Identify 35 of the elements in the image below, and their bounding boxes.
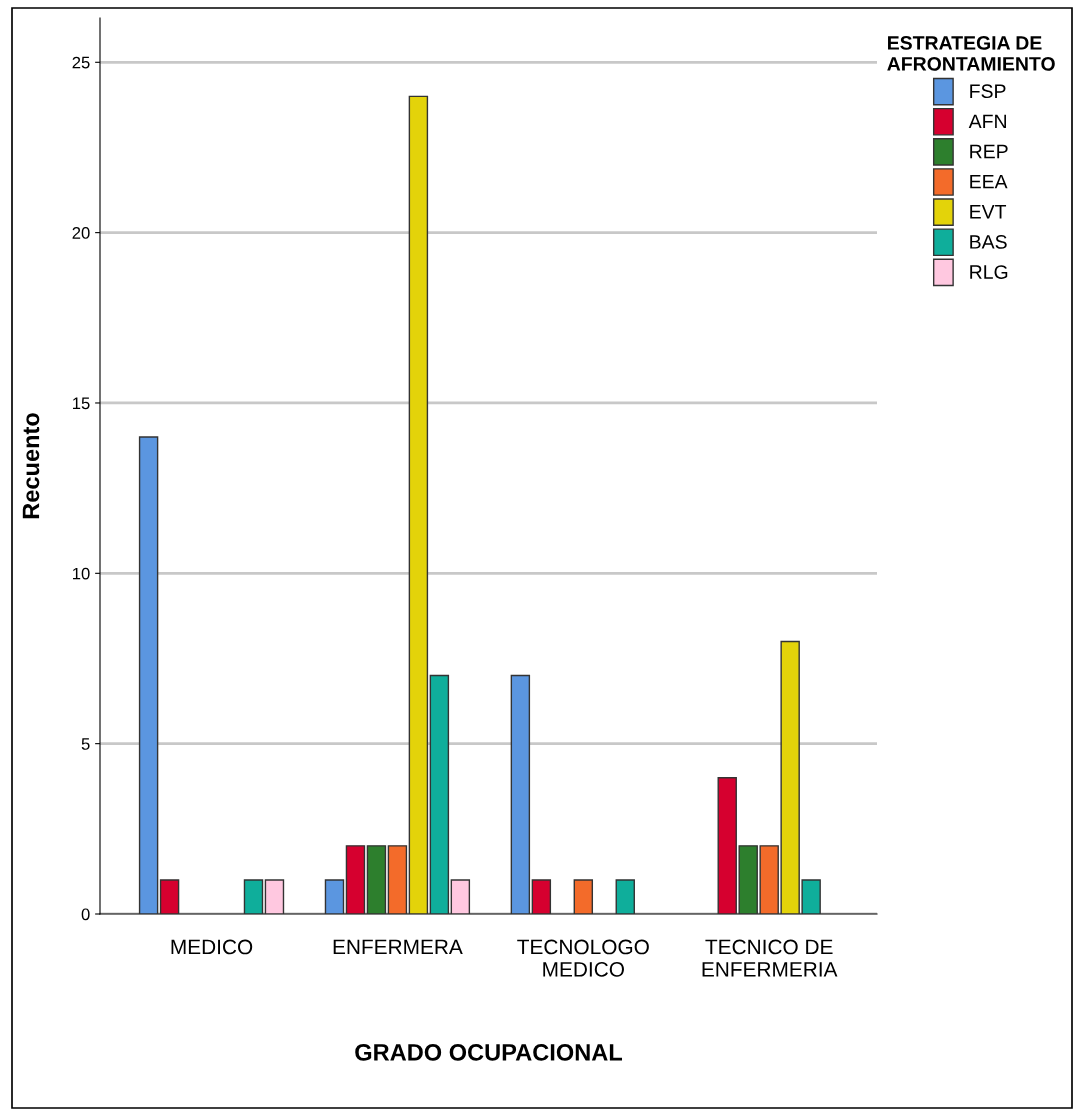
bar bbox=[243, 879, 264, 914]
bar bbox=[345, 845, 366, 914]
x-axis-title: GRADO OCUPACIONAL bbox=[355, 1043, 623, 1061]
bar bbox=[615, 879, 635, 914]
y-tick-label: 0 bbox=[81, 908, 90, 921]
legend-label: REP bbox=[970, 144, 1008, 159]
legend-label: EVT bbox=[970, 205, 1007, 219]
legend-label: BAS bbox=[970, 235, 1007, 249]
legend-title: ESTRATEGIA DE AFRONTAMIENTO bbox=[887, 36, 1055, 71]
x-tick-label: MEDICO bbox=[171, 939, 253, 955]
y-axis-title: Recuento bbox=[22, 413, 40, 519]
bar bbox=[387, 845, 408, 914]
bar bbox=[408, 95, 429, 914]
bar bbox=[450, 879, 471, 914]
x-tick-label: TECNOLOGO MEDICO bbox=[517, 939, 649, 977]
bar bbox=[159, 879, 180, 914]
y-tick-label: 10 bbox=[73, 567, 90, 580]
bar bbox=[429, 674, 450, 914]
legend-label: AFN bbox=[968, 114, 1006, 129]
bar bbox=[264, 879, 285, 914]
bar bbox=[531, 879, 552, 914]
y-tick-label: 25 bbox=[72, 56, 90, 69]
legend-label: EEA bbox=[970, 174, 1008, 189]
bar bbox=[510, 674, 531, 914]
bar bbox=[324, 879, 345, 914]
bar bbox=[138, 436, 159, 914]
x-tick-label: ENFERMERA bbox=[333, 939, 463, 955]
bar bbox=[573, 879, 594, 914]
legend-label: RLG bbox=[970, 265, 1008, 279]
y-tick-label: 20 bbox=[72, 227, 90, 239]
bar bbox=[366, 845, 387, 914]
y-tick-label: 15 bbox=[73, 397, 90, 410]
x-tick-label: TECNICO DE ENFERMERIA bbox=[702, 939, 838, 977]
legend-label: FSP bbox=[970, 84, 1006, 99]
y-tick-label: 5 bbox=[81, 738, 90, 750]
